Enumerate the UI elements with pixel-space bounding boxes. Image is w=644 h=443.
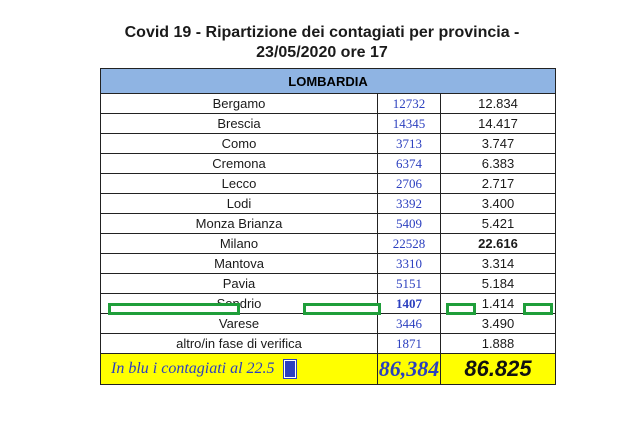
total-count: 5.421 bbox=[440, 213, 556, 234]
title-line-1: Covid 19 - Ripartizione dei contagiati p… bbox=[124, 24, 520, 41]
blue-count: 6374 bbox=[377, 153, 441, 174]
province-name: Cremona bbox=[100, 153, 378, 174]
blue-count: 22528 bbox=[377, 233, 441, 254]
blue-count: 1871 bbox=[377, 333, 441, 354]
table-row: altro/in fase di verifica 1871 1.888 bbox=[100, 333, 556, 354]
blue-marker-icon bbox=[283, 359, 298, 380]
table-row: Lodi 3392 3.400 bbox=[100, 193, 556, 214]
table-row: Lecco 2706 2.717 bbox=[100, 173, 556, 194]
total-count: 6.383 bbox=[440, 153, 556, 174]
province-name: Lodi bbox=[100, 193, 378, 214]
region-header-row: LOMBARDIA bbox=[100, 68, 556, 94]
blue-count: 2706 bbox=[377, 173, 441, 194]
province-name: Milano bbox=[100, 233, 378, 254]
blue-count: 12732 bbox=[377, 93, 441, 114]
footer-total: 86.825 bbox=[464, 356, 532, 381]
region-header: LOMBARDIA bbox=[100, 68, 556, 94]
total-count: 3.747 bbox=[440, 133, 556, 154]
total-count: 2.717 bbox=[440, 173, 556, 194]
blue-count: 5151 bbox=[377, 273, 441, 294]
province-name: Pavia bbox=[100, 273, 378, 294]
province-name: Varese bbox=[100, 313, 378, 334]
total-count: 3.400 bbox=[440, 193, 556, 214]
footer-note: In blu i contagiati al 22.5 bbox=[111, 359, 275, 377]
province-name: altro/in fase di verifica bbox=[100, 333, 378, 354]
province-name: Lecco bbox=[100, 173, 378, 194]
blue-count: 5409 bbox=[377, 213, 441, 234]
blue-count: 3446 bbox=[377, 313, 441, 334]
table-row: Bergamo 12732 12.834 bbox=[100, 93, 556, 114]
footer-blue-total-cell: 86,384 bbox=[377, 353, 441, 385]
title-line-2: 23/05/2020 ore 17 bbox=[256, 44, 388, 61]
table-row: Monza Brianza 5409 5.421 bbox=[100, 213, 556, 234]
highlight-box-right-b bbox=[523, 303, 553, 315]
total-count: 1.888 bbox=[440, 333, 556, 354]
province-name: Como bbox=[100, 133, 378, 154]
table-row: Pavia 5151 5.184 bbox=[100, 273, 556, 294]
blue-count: 3310 bbox=[377, 253, 441, 274]
blue-count: 14345 bbox=[377, 113, 441, 134]
table-row: Milano 22528 22.616 bbox=[100, 233, 556, 254]
footer-blue-total: 86,384 bbox=[378, 356, 440, 381]
table-row: Varese 3446 3.490 bbox=[100, 313, 556, 334]
highlight-box-left bbox=[108, 303, 240, 315]
total-count: 3.314 bbox=[440, 253, 556, 274]
table-row: Cremona 6374 6.383 bbox=[100, 153, 556, 174]
footer-note-cell: In blu i contagiati al 22.5 bbox=[100, 353, 378, 385]
table-row: Como 3713 3.747 bbox=[100, 133, 556, 154]
total-count: 14.417 bbox=[440, 113, 556, 134]
province-name: Brescia bbox=[100, 113, 378, 134]
total-count: 22.616 bbox=[440, 233, 556, 254]
blue-count: 3392 bbox=[377, 193, 441, 214]
total-count: 12.834 bbox=[440, 93, 556, 114]
province-name: Mantova bbox=[100, 253, 378, 274]
footer-total-cell: 86.825 bbox=[440, 353, 556, 385]
table-row: Brescia 14345 14.417 bbox=[100, 113, 556, 134]
highlight-box-right-a bbox=[446, 303, 476, 315]
province-name: Bergamo bbox=[100, 93, 378, 114]
footer-row: In blu i contagiati al 22.5 86,384 86.82… bbox=[100, 353, 556, 385]
blue-count: 3713 bbox=[377, 133, 441, 154]
province-table: LOMBARDIA Bergamo 12732 12.834 Brescia 1… bbox=[100, 68, 556, 385]
total-count: 5.184 bbox=[440, 273, 556, 294]
province-name: Monza Brianza bbox=[100, 213, 378, 234]
total-count: 3.490 bbox=[440, 313, 556, 334]
highlight-box-mid bbox=[303, 303, 381, 315]
table-row: Mantova 3310 3.314 bbox=[100, 253, 556, 274]
blue-count: 1407 bbox=[377, 293, 441, 314]
